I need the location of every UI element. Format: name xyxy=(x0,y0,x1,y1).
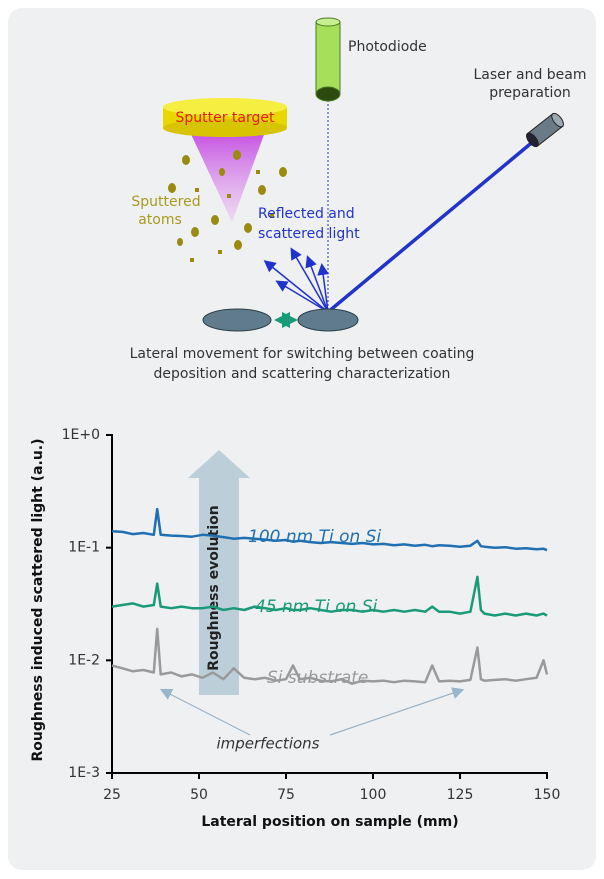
roughness-label: Roughness evolution xyxy=(206,505,222,670)
target-top xyxy=(163,98,287,116)
laser-beam xyxy=(326,138,537,314)
atoms-label: Sputtered xyxy=(131,194,200,210)
atoms-label: atoms xyxy=(138,212,182,228)
roughness-arrow xyxy=(188,450,250,695)
scatter-arrows xyxy=(263,247,330,313)
x-tick-label: 25 xyxy=(103,787,121,803)
imperfection-arrow xyxy=(159,688,251,736)
y-tick-label: 1E-2 xyxy=(68,652,100,668)
laser xyxy=(526,112,564,148)
imperfection-arrow xyxy=(329,687,465,736)
x-axis-label: Lateral position on sample (mm) xyxy=(201,814,458,830)
x-tick-label: 125 xyxy=(447,787,474,803)
y-tick-label: 1E-3 xyxy=(68,765,100,781)
sample-deposition xyxy=(202,308,272,332)
caption: Lateral movement for switching between c… xyxy=(130,346,475,362)
series-label: 45 nm Ti on Si xyxy=(255,597,378,617)
diagram: Photodiode Laser and beam preparation Sp… xyxy=(130,17,587,382)
photodiode-label: Photodiode xyxy=(348,39,427,55)
x-tick-label: 100 xyxy=(360,787,387,803)
light-label: scattered light xyxy=(258,226,360,242)
x-tick-label: 150 xyxy=(534,787,561,803)
sputter-cone xyxy=(190,132,265,222)
photodiode-top xyxy=(315,17,341,27)
caption: deposition and scattering characterizati… xyxy=(154,366,451,382)
laser-label: Laser and beam xyxy=(474,67,587,83)
imperfections-label: imperfections xyxy=(216,735,319,753)
series-label: 100 nm Ti on Si xyxy=(248,527,381,547)
series-line xyxy=(111,627,549,685)
y-axis-label: Roughness induced scattered light (a.u.) xyxy=(30,438,46,761)
photodiode-body xyxy=(315,21,341,95)
series-label: Si substrate xyxy=(267,668,368,688)
light-label: Reflected and xyxy=(258,206,355,222)
target-label: Sputter target xyxy=(175,110,275,126)
atoms xyxy=(168,150,287,262)
y-tick-label: 1E-1 xyxy=(68,540,100,556)
laser-label: preparation xyxy=(489,85,571,101)
series-line xyxy=(111,507,548,552)
target-bottom xyxy=(163,119,287,137)
x-tick-label: 75 xyxy=(277,787,295,803)
y-tick-label: 1E+0 xyxy=(62,427,100,443)
sample-measure xyxy=(297,308,359,332)
x-tick-label: 50 xyxy=(190,787,208,803)
photodiode-bottom xyxy=(315,86,341,102)
series-line xyxy=(111,575,548,617)
